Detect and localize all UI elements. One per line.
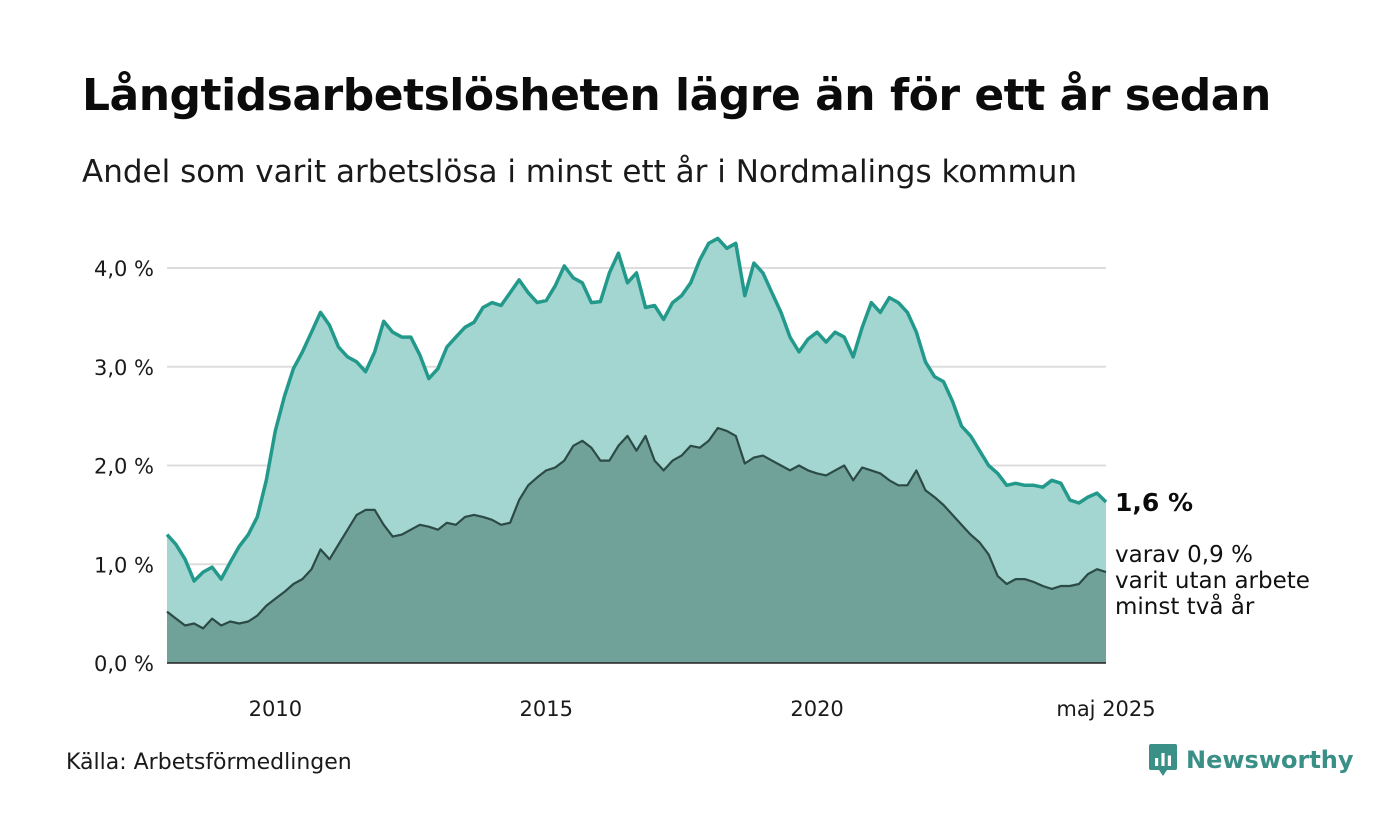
x-tick-label: 2015 [519, 697, 572, 721]
y-tick-label: 1,0 % [94, 553, 154, 577]
x-tick-label: maj 2025 [1056, 697, 1155, 721]
two-year-series-line [166, 426, 1107, 630]
x-tick-label: 2010 [249, 697, 302, 721]
end-labels: 1,6 % varav 0,9 % varit utan arbete mins… [1115, 488, 1310, 620]
newsworthy-logo-icon [1149, 744, 1177, 776]
axes: 0,0 % 1,0 % 2,0 % 3,0 % 4,0 % 2010 2015 2020 maj… [94, 257, 1156, 721]
y-tick-label: 4,0 % [94, 257, 154, 281]
two-year-series-area [167, 428, 1106, 663]
brand-name: Newsworthy [1186, 746, 1354, 774]
sub-end-label-line2: varit utan arbete [1115, 568, 1310, 594]
newsworthy-logo: Newsworthy [1148, 742, 1354, 778]
sub-end-label-line3: minst två år [1115, 592, 1255, 620]
total-end-label: 1,6 % [1115, 488, 1193, 517]
y-tick-label: 3,0 % [94, 356, 154, 380]
y-tick-label: 0,0 % [94, 652, 154, 676]
sub-end-label-line1: varav 0,9 % [1115, 542, 1253, 568]
total-series-line [165, 236, 1108, 583]
chart-title: Långtidsarbetslösheten lägre än för ett … [82, 70, 1271, 121]
series-areas [165, 236, 1108, 663]
chart-subtitle: Andel som varit arbetslösa i minst ett å… [82, 154, 1077, 190]
y-tick-label: 2,0 % [94, 455, 154, 479]
chart-plot: 0,0 % 1,0 % 2,0 % 3,0 % 4,0 % 2010 2015 2020 maj… [94, 236, 1310, 721]
source-note: Källa: Arbetsförmedlingen [66, 750, 352, 775]
x-tick-label: 2020 [790, 697, 843, 721]
